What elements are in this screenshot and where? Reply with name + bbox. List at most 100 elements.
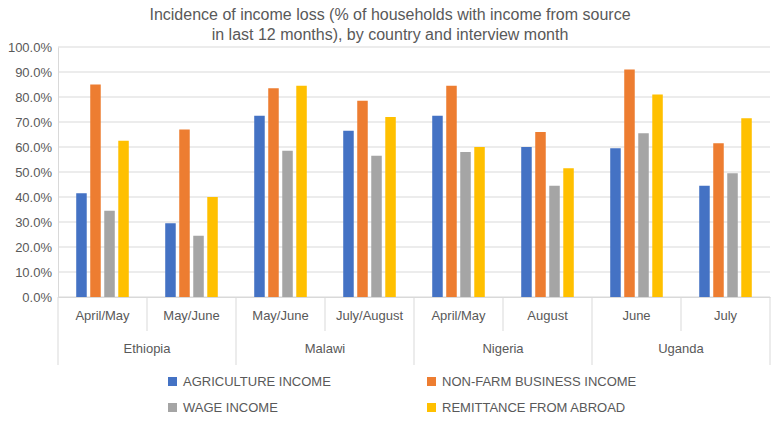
grid-line (58, 222, 770, 223)
title: Incidence of income loss (% of household… (149, 6, 630, 43)
legend-swatch (427, 403, 436, 412)
bar (652, 95, 663, 298)
x-tick-label: April/May (431, 308, 486, 323)
separator (236, 297, 237, 365)
separator (58, 297, 59, 365)
x-tick: July (714, 297, 738, 323)
bar (610, 148, 621, 297)
x-tick-label: May/June (252, 308, 308, 323)
legend-swatch (168, 403, 177, 412)
plot: 0.0% 10.0% 20.0% 30.0% 40.0% 50.0% 60.0% 70.0% 8… (8, 40, 771, 365)
separator (414, 297, 415, 365)
x-tick: June (622, 297, 650, 323)
y-tick-label: 90.0% (15, 65, 52, 80)
bar (282, 151, 293, 297)
separator (147, 297, 148, 331)
bar (741, 118, 752, 297)
legend-label: WAGE INCOME (183, 400, 278, 415)
group-labels: EthiopiaMalawiNigeriaUganda (124, 341, 705, 356)
group-label: Nigeria (482, 341, 524, 356)
separator (325, 297, 326, 331)
bar (268, 88, 279, 297)
bar (165, 223, 176, 297)
y-tick: 40.0% (15, 190, 58, 205)
group-label: Malawi (305, 341, 346, 356)
bar (76, 193, 87, 297)
y-tick: 80.0% (15, 90, 58, 105)
bar (638, 133, 649, 297)
x-tick-label: May/June (163, 308, 219, 323)
y-axis: 0.0% 10.0% 20.0% 30.0% 40.0% 50.0% 60.0% 70.0% 8… (8, 40, 59, 305)
separator (592, 297, 593, 365)
x-tick: July/August (336, 297, 404, 323)
bar (357, 101, 368, 297)
legend-label: REMITTANCE FROM ABROAD (442, 400, 625, 415)
y-tick-label: 70.0% (15, 115, 52, 130)
bar (371, 156, 382, 297)
x-tick: May/June (252, 297, 308, 323)
bar (460, 152, 471, 297)
x-tick-label: July/August (336, 308, 404, 323)
bar (254, 116, 265, 297)
series (104, 133, 738, 297)
bars (76, 70, 752, 298)
legend: AGRICULTURE INCOME NON-FARM BUSINESS INCO… (168, 374, 637, 415)
y-tick: 20.0% (15, 240, 58, 255)
y-tick-label: 80.0% (15, 90, 52, 105)
title-line: Incidence of income loss (% of household… (149, 6, 630, 23)
series (90, 70, 724, 298)
x-tick-label: April/May (75, 308, 130, 323)
chart: Incidence of income loss (% of household… (0, 0, 780, 432)
series (118, 86, 752, 297)
separator (770, 297, 771, 365)
bar (432, 116, 443, 297)
bar (446, 86, 457, 297)
bar (521, 147, 532, 297)
x-tick: April/May (431, 297, 486, 323)
bar (624, 70, 635, 298)
grid-line (58, 147, 770, 148)
x-tick-label: July (714, 308, 738, 323)
bar (713, 143, 724, 297)
y-tick-label: 20.0% (15, 240, 52, 255)
grid-line (58, 122, 770, 123)
series (76, 116, 710, 297)
title-line: in last 12 months), by country and inter… (212, 26, 569, 43)
bar (104, 211, 115, 297)
legend-label: NON-FARM BUSINESS INCOME (442, 374, 637, 389)
grid-line (58, 172, 770, 173)
bar (549, 186, 560, 297)
x-tick: May/June (163, 297, 219, 323)
bar (535, 132, 546, 297)
grid-line (58, 47, 770, 48)
bar (193, 236, 204, 297)
bar (207, 197, 218, 297)
x-tick: August (527, 297, 568, 323)
bar (699, 186, 710, 297)
y-tick: 60.0% (15, 140, 58, 155)
grid-line (58, 247, 770, 248)
y-tick: 10.0% (15, 265, 58, 280)
bar (343, 131, 354, 297)
legend-item: AGRICULTURE INCOME (168, 374, 331, 389)
grid-line (58, 97, 770, 98)
legend-swatch (168, 377, 177, 386)
legend-item: WAGE INCOME (168, 400, 278, 415)
x-tick-label: June (622, 308, 650, 323)
x-tick-label: August (527, 308, 568, 323)
y-tick-label: 0.0% (22, 290, 52, 305)
grid-line (58, 272, 770, 273)
y-tick-label: 100.0% (8, 40, 53, 55)
y-tick-label: 10.0% (15, 265, 52, 280)
category-separators (58, 297, 770, 365)
y-tick-label: 30.0% (15, 215, 52, 230)
y-tick: 50.0% (15, 165, 58, 180)
legend-item: REMITTANCE FROM ABROAD (427, 400, 625, 415)
grid-line (58, 72, 770, 73)
bar (727, 173, 738, 297)
grid (58, 47, 770, 297)
legend-item: NON-FARM BUSINESS INCOME (427, 374, 637, 389)
y-tick: 0.0% (22, 290, 58, 305)
legend-swatch (427, 377, 436, 386)
y-tick: 100.0% (8, 40, 58, 55)
